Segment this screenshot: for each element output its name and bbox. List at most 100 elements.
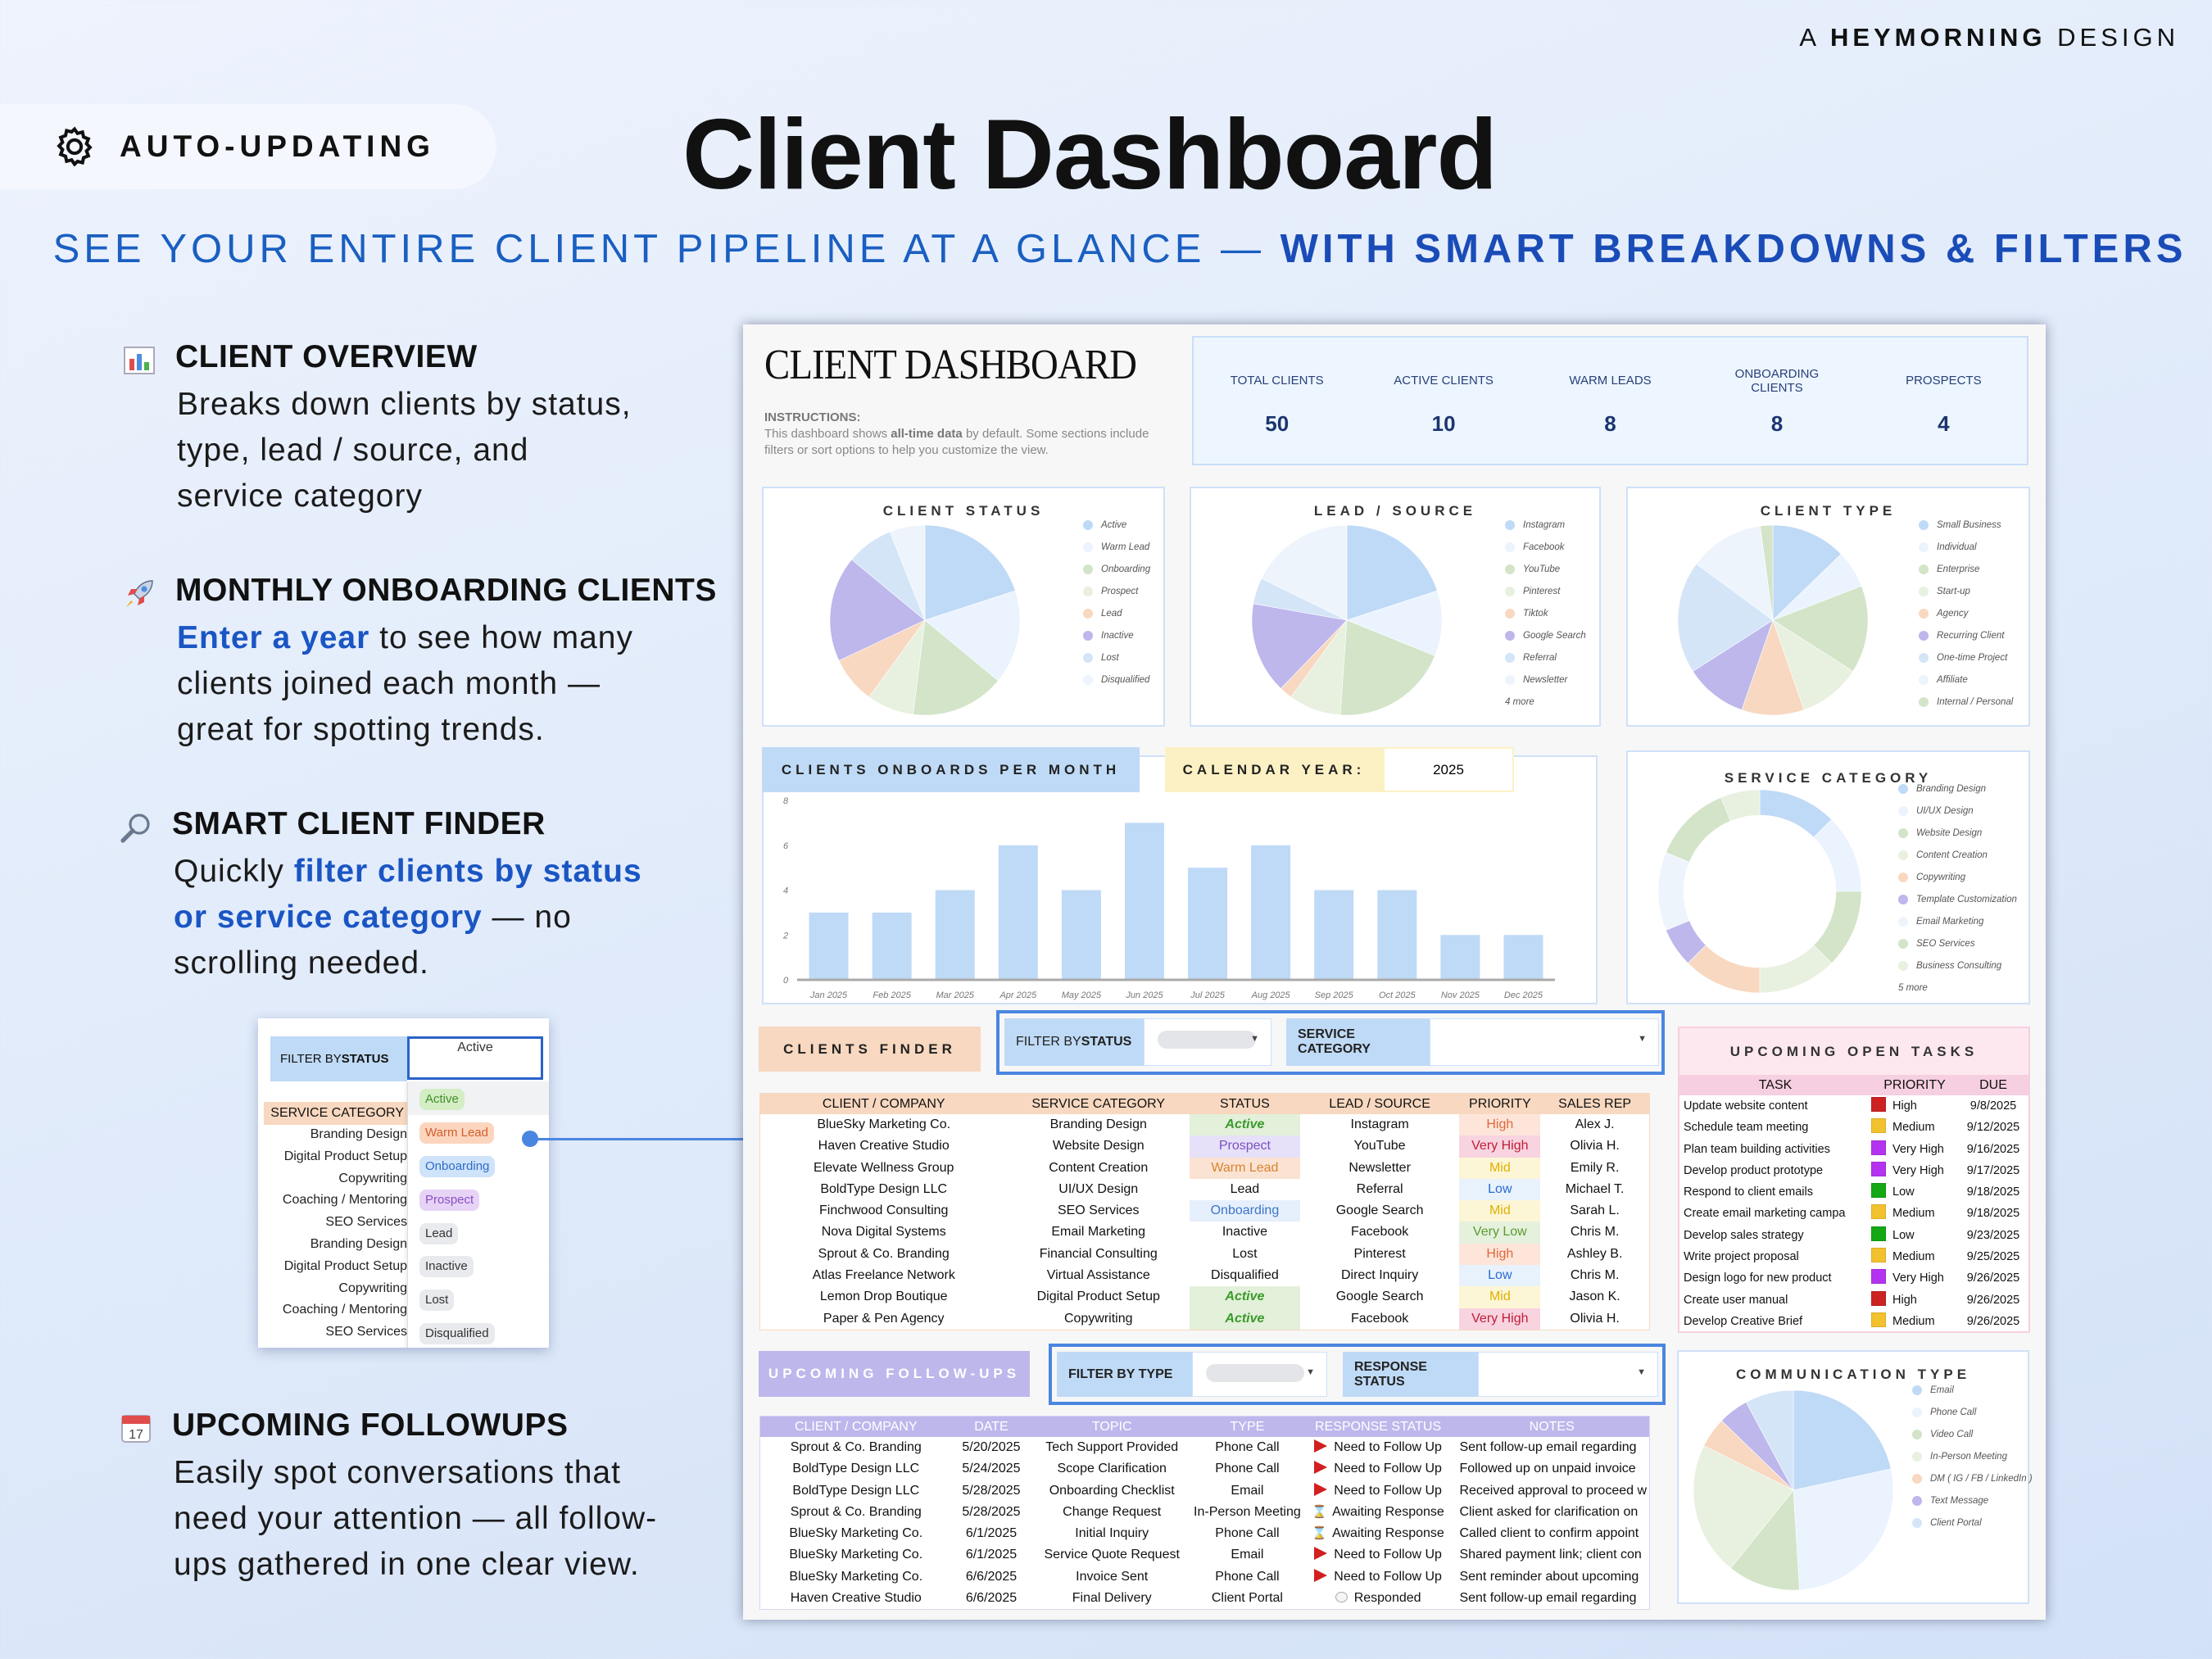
calendar-year-input[interactable] — [1383, 747, 1514, 792]
priority-label: Very High — [1892, 1142, 1944, 1156]
legend-item: Business Consulting — [1898, 961, 2001, 971]
status-option-warm-lead[interactable]: Warm Lead — [419, 1122, 494, 1144]
table-row[interactable]: Nova Digital Systems Email Marketing Inact… — [760, 1222, 1649, 1244]
instructions-text-a: This dashboard shows — [764, 427, 891, 441]
status-option-active[interactable]: Active — [419, 1089, 465, 1110]
legend-item: Recurring Client — [1919, 631, 2004, 641]
table-row[interactable]: Lemon Drop Boutique Digital Product Setup… — [760, 1286, 1649, 1308]
slice-small-business — [1772, 524, 1842, 621]
task-row[interactable]: Develop Creative Brief Medium 9/26/2025 — [1679, 1311, 2028, 1332]
task-row[interactable]: Write project proposal Medium 9/25/2025 — [1679, 1246, 2028, 1267]
status-filter-dropdown[interactable]: ▼ — [1144, 1018, 1271, 1066]
table-row[interactable]: Atlas Freelance Network Virtual Assistanc… — [760, 1265, 1649, 1287]
instructions-label: INSTRUCTIONS: — [764, 410, 861, 424]
followup-row[interactable]: BlueSky Marketing Co. 6/1/2025 Initial Inq… — [760, 1523, 1649, 1544]
legend-swatch — [1912, 1518, 1922, 1528]
followup-row[interactable]: BlueSky Marketing Co. 6/6/2025 Invoice Sen… — [760, 1566, 1649, 1588]
task-row[interactable]: Design logo for new product Very High 9/26… — [1679, 1267, 2028, 1289]
task-priority: High — [1871, 1095, 1958, 1117]
status-option-onboarding[interactable]: Onboarding — [419, 1156, 496, 1177]
followup-row[interactable]: BoldType Design LLC 5/24/2025 Scope Clarif… — [760, 1458, 1649, 1480]
service-row: Branding Design — [310, 1237, 407, 1251]
followup-row[interactable]: Haven Creative Studio 6/6/2025 Final Deliv… — [760, 1588, 1649, 1609]
client-name: BoldType Design LLC — [820, 1181, 948, 1196]
status-option-prospect[interactable]: Prospect — [419, 1190, 480, 1211]
dropdown-chip — [1206, 1364, 1304, 1382]
kpi-label: WARM LEADS — [1569, 374, 1652, 388]
status-cell: Active — [1190, 1308, 1300, 1330]
legend-swatch — [1505, 564, 1515, 574]
legend-swatch — [1912, 1430, 1922, 1439]
status-select[interactable]: Active — [407, 1036, 543, 1080]
task-row[interactable]: Create email marketing campa Medium 9/18/2… — [1679, 1203, 2028, 1224]
followup-row[interactable]: BoldType Design LLC 5/28/2025 Onboarding C… — [760, 1480, 1649, 1502]
filter-by-status-label: FILTER BY STATUS — [270, 1036, 407, 1081]
priority-swatch-icon — [1871, 1290, 1886, 1306]
task-row[interactable]: Develop sales strategy Low 9/23/2025 — [1679, 1225, 2028, 1246]
cell-text: 6/6/2025 — [965, 1591, 1018, 1606]
cell-text: BoldType Design LLC — [792, 1462, 920, 1476]
legend-label: Referral — [1523, 653, 1557, 663]
task-row[interactable]: Create user manual High 9/26/2025 — [1679, 1290, 2028, 1311]
client-name: BlueSky Marketing Co. — [817, 1117, 951, 1131]
priority-swatch-icon — [1871, 1161, 1886, 1176]
sales-rep: Emily R. — [1570, 1160, 1620, 1175]
slice-facebook — [1346, 590, 1443, 656]
lead-source-card: LEAD / SOURCE Instagram Facebook YouTube Pin… — [1190, 487, 1601, 727]
y-tick-label: 0 — [783, 976, 789, 986]
service-row: SEO Services — [325, 1325, 407, 1339]
status-option-lost[interactable]: Lost — [419, 1290, 455, 1311]
sales-rep: Ashley B. — [1566, 1246, 1623, 1261]
task-row[interactable]: Develop product prototype Very High 9/17/2… — [1679, 1160, 2028, 1181]
status-cell: Active — [1190, 1286, 1300, 1308]
bar-nov-2025 — [1440, 935, 1480, 980]
service-category: Copywriting — [1063, 1311, 1133, 1326]
task-row[interactable]: Schedule team meeting Medium 9/12/2025 — [1679, 1117, 2028, 1138]
table-row[interactable]: BlueSky Marketing Co. Branding Design Acti… — [760, 1114, 1649, 1136]
filter-label-a: FILTER BY — [1016, 1035, 1081, 1049]
priority-swatch-icon — [1871, 1204, 1886, 1220]
kpi-label: TOTAL CLIENTS — [1230, 374, 1324, 388]
table-row[interactable]: Elevate Wellness Group Content Creation Wa… — [760, 1157, 1649, 1179]
legend-swatch — [1505, 520, 1515, 530]
service-category-dropdown[interactable]: ▼ — [1430, 1018, 1659, 1066]
followup-row[interactable]: Sprout & Co. Branding 5/20/2025 Tech Suppo… — [760, 1437, 1649, 1458]
followup-row[interactable]: BlueSky Marketing Co. 6/1/2025 Service Quo… — [760, 1544, 1649, 1566]
response-status: Need to Follow Up — [1302, 1458, 1455, 1480]
service-row: Copywriting — [338, 1171, 407, 1185]
column-header: TOPIC — [1091, 1420, 1132, 1434]
flag-icon — [1314, 1482, 1328, 1496]
table-row[interactable]: Haven Creative Studio Website Design Prosp… — [760, 1135, 1649, 1158]
legend-swatch — [1083, 520, 1093, 530]
lead-source: Direct Inquiry — [1340, 1268, 1419, 1283]
table-row[interactable]: Finchwood Consulting SEO Services Onboardi… — [760, 1200, 1649, 1222]
followup-row[interactable]: Sprout & Co. Branding 5/28/2025 Change Req… — [760, 1502, 1649, 1523]
task-due-date: 9/23/2025 — [1966, 1228, 2020, 1242]
legend-swatch — [1898, 895, 1908, 904]
cell-text: 6/6/2025 — [965, 1569, 1018, 1584]
finder-filters: FILTER BY STATUS ▼ SERVICE CATEGORY ▼ — [996, 1010, 1665, 1075]
status-option-disqualified[interactable]: Disqualified — [419, 1323, 495, 1344]
legend-swatch — [1083, 653, 1093, 663]
table-row[interactable]: Paper & Pen Agency Copywriting Active Faceb… — [760, 1308, 1649, 1330]
response-status-dropdown[interactable]: ▼ — [1478, 1352, 1658, 1397]
task-row[interactable]: Plan team building activities Very High 9/… — [1679, 1139, 2028, 1160]
clients-finder-label: CLIENTS FINDER — [759, 1027, 981, 1072]
slice-google-search — [1251, 603, 1348, 689]
legend-label: Start-up — [1937, 587, 1970, 596]
table-row[interactable]: Sprout & Co. Branding Financial Consultin… — [760, 1243, 1649, 1266]
status-option-inactive[interactable]: Inactive — [419, 1256, 474, 1277]
table-row[interactable]: BoldType Design LLC UI/UX Design Lead Refer… — [760, 1178, 1649, 1201]
task-row[interactable]: Update website content High 9/8/2025 — [1679, 1095, 2028, 1117]
x-tick-label: Jul 2025 — [1190, 990, 1225, 1000]
cell-text: Need to Follow Up — [1334, 1440, 1442, 1454]
service-category: Financial Consulting — [1039, 1246, 1158, 1261]
cell-text: Awaiting Response — [1332, 1504, 1444, 1519]
followup-date: 6/6/2025 — [952, 1588, 1031, 1609]
topic: Change Request — [1031, 1502, 1193, 1523]
type-filter-dropdown[interactable]: ▼ — [1192, 1352, 1327, 1397]
status-option-lead[interactable]: Lead — [419, 1223, 459, 1244]
text-segment: — no — [482, 900, 572, 935]
task-row[interactable]: Respond to client emails Low 9/18/2025 — [1679, 1181, 2028, 1203]
followup-date: 6/1/2025 — [952, 1523, 1031, 1544]
